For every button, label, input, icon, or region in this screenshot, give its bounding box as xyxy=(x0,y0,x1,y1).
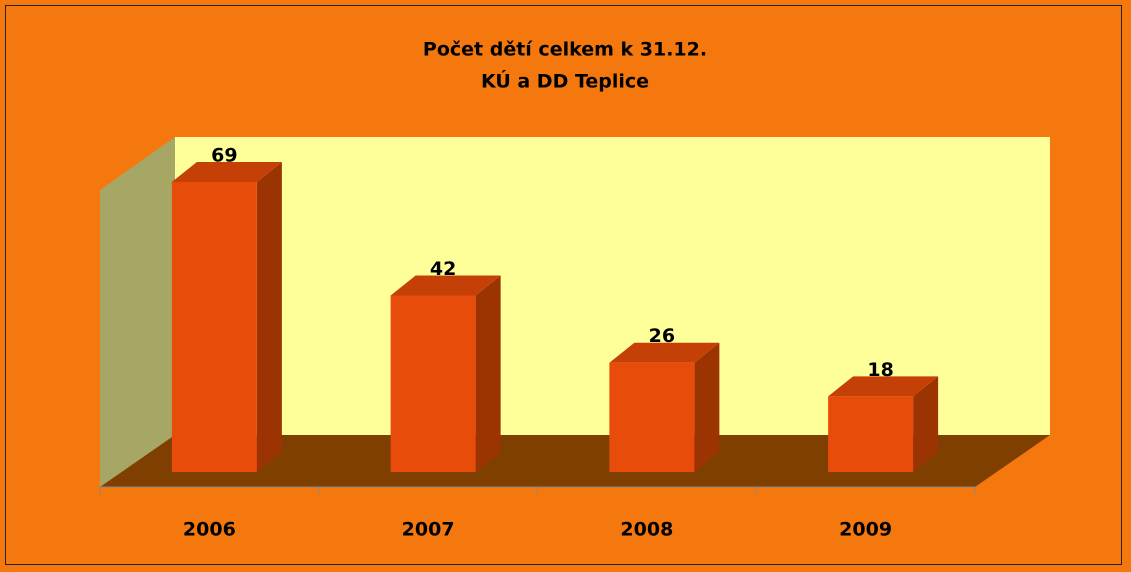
data-label: 26 xyxy=(649,325,675,347)
x-tick-label: 2006 xyxy=(183,519,236,541)
bar-side xyxy=(913,376,939,472)
bar-top xyxy=(828,376,939,397)
bar-side xyxy=(694,342,720,472)
side-wall xyxy=(100,137,175,487)
bar-side xyxy=(256,162,282,472)
bar-top xyxy=(609,342,720,363)
bar-front xyxy=(609,362,695,472)
data-label: 42 xyxy=(430,258,456,280)
bar xyxy=(171,162,282,472)
x-tick-label: 2007 xyxy=(402,519,455,541)
bar xyxy=(828,376,939,472)
x-tick-label: 2009 xyxy=(839,519,892,541)
bar-front xyxy=(171,182,257,472)
chart-title: Počet dětí celkem k 31.12. xyxy=(423,39,707,61)
bar xyxy=(609,342,720,472)
data-label: 18 xyxy=(867,359,893,381)
data-label: 69 xyxy=(211,145,237,167)
bar xyxy=(390,275,501,472)
bar-side xyxy=(475,275,501,472)
x-tick-label: 2008 xyxy=(620,519,673,541)
floor xyxy=(100,435,1050,487)
bar-front xyxy=(390,295,476,472)
frame xyxy=(5,5,1122,565)
chart-subtitle: KÚ a DD Teplice xyxy=(481,69,649,93)
bar-top xyxy=(390,275,501,296)
bar-front xyxy=(828,396,914,472)
bar-top xyxy=(171,162,282,182)
